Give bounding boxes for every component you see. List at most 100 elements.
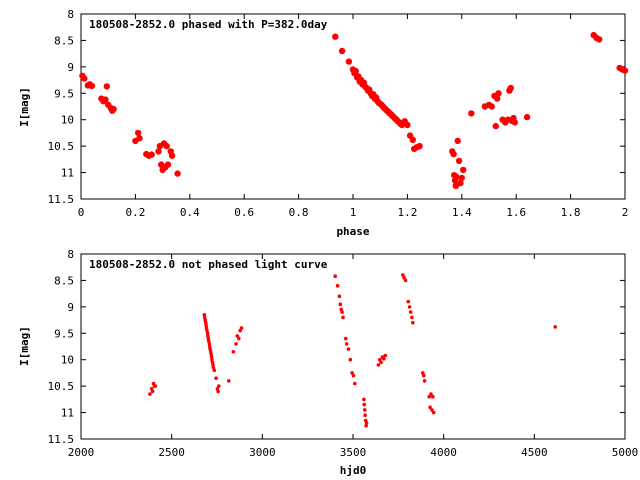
- data-point: [110, 105, 117, 113]
- y-tick-label: 9.5: [54, 327, 74, 340]
- data-point: [237, 336, 241, 341]
- data-point: [332, 33, 339, 40]
- tick-marks: [80, 253, 626, 440]
- data-point: [427, 394, 432, 399]
- data-point: [335, 283, 340, 288]
- data-point: [227, 379, 231, 383]
- y-tick-label: 9: [67, 61, 74, 74]
- data-point: [150, 389, 155, 394]
- data-point: [155, 148, 162, 155]
- data-point: [382, 356, 386, 361]
- x-tick-label: 2: [622, 206, 629, 219]
- data-point: [488, 103, 495, 110]
- data-point: [209, 355, 214, 359]
- chart-title: 180508-2852.0 phased with P=382.0day: [89, 18, 328, 31]
- x-tick-label: 4000: [430, 446, 457, 459]
- data-point: [217, 384, 221, 388]
- data-point: [210, 357, 214, 362]
- x-tick-label: 0.2: [125, 206, 145, 219]
- data-point: [352, 67, 359, 75]
- data-point: [492, 122, 499, 130]
- data-point: [351, 373, 356, 378]
- x-tick-label: 0.8: [289, 206, 309, 219]
- y-tick-label: 11.5: [48, 193, 75, 206]
- x-tick-label: 1.2: [397, 206, 417, 219]
- data-points: [148, 273, 557, 428]
- data-point: [421, 373, 426, 378]
- data-point: [402, 276, 406, 280]
- data-point: [416, 142, 423, 150]
- data-point: [429, 392, 433, 396]
- data-point: [239, 326, 244, 330]
- data-point: [344, 342, 349, 346]
- data-point: [214, 376, 218, 381]
- data-point: [511, 119, 518, 126]
- data-point: [468, 110, 475, 117]
- x-tick-label: 0.4: [180, 206, 200, 219]
- data-point: [341, 315, 345, 320]
- chart-title: 180508-2852.0 not phased light curve: [89, 258, 328, 271]
- data-point: [202, 315, 207, 320]
- x-tick-labels: 2000 2500 3000 3500 4000 4500 5000: [68, 446, 639, 459]
- x-tick-label: 2000: [68, 446, 95, 459]
- data-point: [409, 136, 416, 143]
- data-point: [411, 320, 415, 325]
- y-tick-label: 9.5: [54, 87, 74, 100]
- data-point: [363, 413, 367, 418]
- data-point: [410, 315, 414, 320]
- data-point: [428, 405, 432, 410]
- data-point: [453, 173, 460, 180]
- data-point: [457, 179, 464, 187]
- y-tick-label: 8: [67, 8, 74, 21]
- data-point: [362, 402, 367, 407]
- data-point: [408, 310, 413, 314]
- data-point: [204, 320, 208, 325]
- x-tick-label: 2500: [158, 446, 185, 459]
- data-point: [168, 152, 176, 159]
- x-tick-labels: 0 0.2 0.4 0.6 0.8 1 1.2 1.4 1.6 1.8 2: [78, 206, 629, 219]
- data-point: [350, 371, 354, 375]
- data-point: [338, 302, 343, 307]
- data-point: [431, 410, 436, 415]
- data-point: [346, 347, 351, 351]
- data-point: [103, 83, 111, 90]
- tick-marks: [80, 13, 626, 200]
- data-point: [621, 67, 629, 74]
- data-point: [430, 408, 434, 412]
- data-point: [507, 84, 514, 92]
- y-tick-labels: 8 8.5 9 9.5 10 10.5 11 11.5: [48, 248, 75, 446]
- data-point: [495, 90, 502, 97]
- data-point: [378, 357, 382, 362]
- data-point: [216, 389, 220, 394]
- data-point: [340, 310, 344, 314]
- plot-frame: [80, 253, 626, 440]
- y-tick-label: 10.5: [48, 380, 75, 393]
- data-point: [404, 121, 411, 129]
- data-point: [455, 157, 463, 165]
- y-tick-label: 11: [61, 407, 74, 420]
- y-tick-label: 8: [67, 248, 74, 261]
- data-point: [153, 384, 158, 388]
- data-point: [407, 305, 412, 309]
- data-point: [235, 334, 240, 338]
- data-point: [134, 129, 142, 137]
- data-points: [79, 31, 629, 189]
- data-point: [450, 150, 457, 158]
- data-point: [363, 408, 367, 412]
- y-tick-label: 10: [61, 114, 74, 127]
- data-point: [494, 95, 501, 102]
- x-axis-label: phase: [336, 225, 369, 238]
- data-point: [174, 170, 181, 177]
- data-point: [337, 294, 342, 299]
- data-point: [88, 82, 96, 90]
- y-tick-label: 11: [61, 167, 74, 180]
- data-point: [353, 381, 357, 386]
- data-point: [364, 421, 369, 425]
- data-point: [208, 347, 212, 351]
- data-point: [102, 96, 109, 103]
- data-point: [401, 273, 405, 277]
- y-tick-label: 9: [67, 301, 74, 314]
- data-point: [379, 360, 383, 365]
